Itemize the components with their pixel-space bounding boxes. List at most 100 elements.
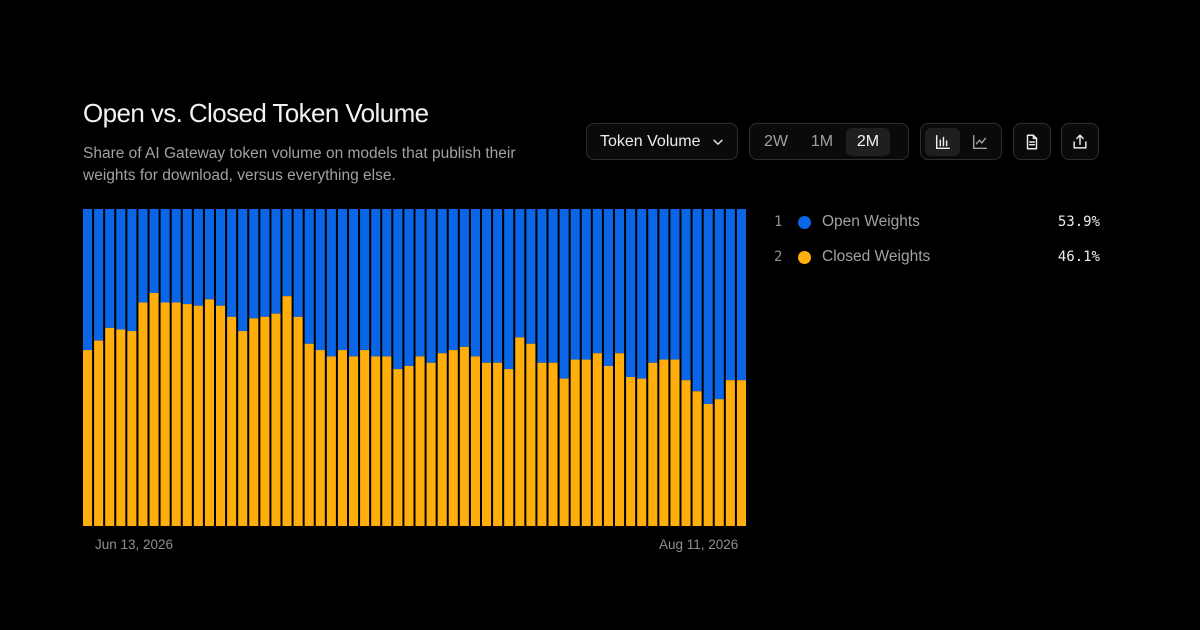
- bar-open-weights[interactable]: [227, 209, 237, 317]
- legend-item-open-weights[interactable]: 1 Open Weights 53.9%: [774, 212, 1100, 232]
- bar-open-weights[interactable]: [537, 209, 547, 363]
- bar-closed-weights[interactable]: [648, 362, 658, 526]
- bar-open-weights[interactable]: [282, 209, 292, 297]
- bar-closed-weights[interactable]: [293, 316, 303, 526]
- bar-closed-weights[interactable]: [703, 403, 713, 526]
- bar-open-weights[interactable]: [382, 209, 392, 357]
- bar-open-weights[interactable]: [349, 209, 359, 357]
- bar-closed-weights[interactable]: [393, 369, 403, 526]
- bar-open-weights[interactable]: [470, 209, 480, 357]
- bar-closed-weights[interactable]: [681, 380, 691, 526]
- bar-open-weights[interactable]: [603, 209, 613, 366]
- bar-open-weights[interactable]: [271, 209, 281, 314]
- bar-closed-weights[interactable]: [171, 302, 181, 526]
- legend-item-closed-weights[interactable]: 2 Closed Weights 46.1%: [774, 247, 1100, 267]
- bar-open-weights[interactable]: [736, 209, 746, 381]
- bar-open-weights[interactable]: [626, 209, 636, 378]
- bar-open-weights[interactable]: [670, 209, 680, 360]
- bar-closed-weights[interactable]: [448, 350, 458, 526]
- bar-closed-weights[interactable]: [714, 399, 724, 526]
- bar-closed-weights[interactable]: [559, 378, 569, 526]
- bar-closed-weights[interactable]: [437, 353, 447, 526]
- bar-closed-weights[interactable]: [382, 356, 392, 526]
- bar-closed-weights[interactable]: [138, 302, 148, 526]
- range-tab-1m[interactable]: 1M: [810, 132, 834, 150]
- bar-open-weights[interactable]: [393, 209, 403, 370]
- bar-open-weights[interactable]: [337, 209, 347, 351]
- bar-open-weights[interactable]: [648, 209, 658, 363]
- bar-closed-weights[interactable]: [548, 362, 558, 526]
- range-tab-2m[interactable]: 2M: [846, 127, 890, 156]
- bar-closed-weights[interactable]: [570, 359, 580, 526]
- bar-view-button[interactable]: [925, 127, 960, 156]
- bar-open-weights[interactable]: [515, 209, 525, 338]
- bar-closed-weights[interactable]: [615, 353, 625, 526]
- bar-closed-weights[interactable]: [360, 350, 370, 526]
- bar-closed-weights[interactable]: [238, 331, 248, 526]
- bar-open-weights[interactable]: [526, 209, 536, 344]
- bar-closed-weights[interactable]: [603, 365, 613, 526]
- bar-closed-weights[interactable]: [304, 343, 314, 526]
- bar-closed-weights[interactable]: [127, 331, 137, 526]
- bar-open-weights[interactable]: [581, 209, 591, 360]
- bar-open-weights[interactable]: [681, 209, 691, 381]
- range-tab-2w[interactable]: 2W: [764, 132, 788, 150]
- bar-closed-weights[interactable]: [116, 329, 126, 526]
- bar-closed-weights[interactable]: [637, 378, 647, 526]
- bar-open-weights[interactable]: [94, 209, 104, 341]
- bar-open-weights[interactable]: [415, 209, 425, 357]
- bar-open-weights[interactable]: [637, 209, 647, 379]
- bar-closed-weights[interactable]: [371, 356, 381, 526]
- bar-closed-weights[interactable]: [592, 353, 602, 526]
- bar-closed-weights[interactable]: [626, 377, 636, 526]
- bar-closed-weights[interactable]: [315, 350, 325, 526]
- bar-closed-weights[interactable]: [504, 369, 514, 526]
- bar-open-weights[interactable]: [592, 209, 602, 354]
- bar-open-weights[interactable]: [615, 209, 625, 354]
- bar-closed-weights[interactable]: [493, 362, 503, 526]
- bar-open-weights[interactable]: [659, 209, 669, 360]
- bar-open-weights[interactable]: [260, 209, 270, 317]
- bar-closed-weights[interactable]: [459, 346, 469, 526]
- bar-open-weights[interactable]: [105, 209, 115, 328]
- bar-closed-weights[interactable]: [282, 296, 292, 526]
- metric-dropdown[interactable]: Token Volume: [586, 123, 738, 160]
- bar-open-weights[interactable]: [238, 209, 248, 332]
- bar-closed-weights[interactable]: [659, 359, 669, 526]
- share-button[interactable]: [1061, 123, 1099, 160]
- bar-open-weights[interactable]: [127, 209, 137, 332]
- bar-closed-weights[interactable]: [227, 316, 237, 526]
- bar-closed-weights[interactable]: [349, 356, 359, 526]
- bar-open-weights[interactable]: [714, 209, 724, 400]
- bar-open-weights[interactable]: [493, 209, 503, 363]
- bar-closed-weights[interactable]: [515, 337, 525, 526]
- bar-closed-weights[interactable]: [204, 299, 214, 526]
- bar-open-weights[interactable]: [504, 209, 514, 370]
- bar-open-weights[interactable]: [360, 209, 370, 351]
- bar-open-weights[interactable]: [193, 209, 203, 306]
- bar-open-weights[interactable]: [326, 209, 336, 357]
- bar-closed-weights[interactable]: [326, 356, 336, 526]
- bar-open-weights[interactable]: [293, 209, 303, 317]
- bar-open-weights[interactable]: [404, 209, 414, 366]
- bar-closed-weights[interactable]: [670, 359, 680, 526]
- bar-closed-weights[interactable]: [260, 316, 270, 526]
- bar-open-weights[interactable]: [149, 209, 159, 294]
- bar-closed-weights[interactable]: [160, 302, 170, 526]
- bar-closed-weights[interactable]: [149, 293, 159, 526]
- bar-closed-weights[interactable]: [426, 362, 436, 526]
- bar-open-weights[interactable]: [459, 209, 469, 347]
- bar-open-weights[interactable]: [725, 209, 735, 381]
- bar-open-weights[interactable]: [482, 209, 492, 363]
- bar-closed-weights[interactable]: [249, 318, 259, 526]
- bar-open-weights[interactable]: [570, 209, 580, 360]
- docs-button[interactable]: [1013, 123, 1051, 160]
- bar-open-weights[interactable]: [548, 209, 558, 363]
- bar-open-weights[interactable]: [371, 209, 381, 357]
- bar-open-weights[interactable]: [703, 209, 713, 404]
- bar-open-weights[interactable]: [216, 209, 226, 306]
- bar-closed-weights[interactable]: [83, 350, 93, 526]
- bar-closed-weights[interactable]: [581, 359, 591, 526]
- bar-closed-weights[interactable]: [526, 343, 536, 526]
- bar-open-weights[interactable]: [559, 209, 569, 379]
